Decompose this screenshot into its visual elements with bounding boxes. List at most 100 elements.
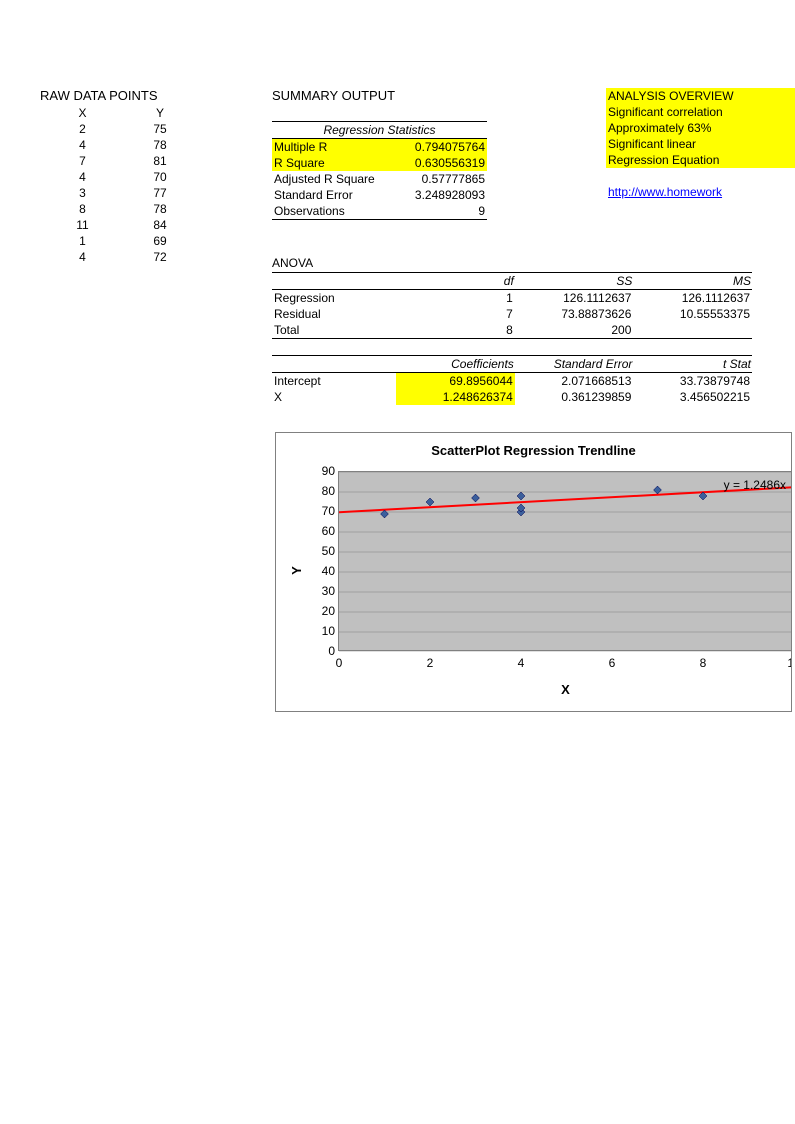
scatter-chart: ScatterPlot Regression Trendline Y X y =… [275, 432, 792, 712]
raw-y-cell: 84 [125, 217, 195, 233]
coef-cell: 1.248626374 [396, 389, 515, 405]
chart-title: ScatterPlot Regression Trendline [276, 443, 791, 458]
x-tick-label: 4 [511, 656, 531, 670]
anova-cell: 73.88873626 [515, 306, 634, 322]
chart-xlabel: X [338, 682, 792, 697]
anova-cell [633, 322, 752, 339]
table-row: 1184 [40, 217, 195, 233]
raw-y-cell: 77 [125, 185, 195, 201]
table-row: 169 [40, 233, 195, 249]
chart-equation: y = 1.2486x [724, 478, 786, 492]
coef-cell: 0.361239859 [515, 389, 634, 405]
table-row: Multiple R0.794075764 [272, 139, 487, 156]
anova-cell: 200 [515, 322, 634, 339]
coef-h1 [272, 356, 396, 373]
table-row: Total8200 [272, 322, 752, 339]
table-row: 275 [40, 121, 195, 137]
raw-data-section: RAW DATA POINTS X Y 27547878147037787811… [40, 88, 240, 265]
summary-title: SUMMARY OUTPUT [272, 88, 512, 103]
raw-x-cell: 8 [40, 201, 125, 217]
stats-value: 9 [382, 203, 487, 220]
anova-h1 [272, 273, 396, 290]
summary-section: SUMMARY OUTPUT Regression Statistics Mul… [272, 88, 512, 220]
raw-x-cell: 4 [40, 169, 125, 185]
coef-h3: Standard Error [515, 356, 634, 373]
y-tick-label: 70 [311, 504, 335, 518]
raw-data-table: X Y 2754787814703778781184169472 [40, 105, 195, 265]
stats-label: Standard Error [272, 187, 382, 203]
stats-label: Multiple R [272, 139, 382, 156]
coef-cell: X [272, 389, 396, 405]
anova-table: df SS MS Regression1126.1112637126.11126… [272, 272, 752, 339]
y-tick-label: 10 [311, 624, 335, 638]
y-tick-label: 50 [311, 544, 335, 558]
raw-x-cell: 11 [40, 217, 125, 233]
y-tick-label: 90 [311, 464, 335, 478]
coef-h4: t Stat [633, 356, 752, 373]
analysis-section: ANALYSIS OVERVIEWSignificant correlation… [606, 88, 795, 200]
raw-x-header: X [40, 105, 125, 121]
anova-title: ANOVA [272, 256, 757, 270]
x-tick-label: 0 [329, 656, 349, 670]
stats-header-row: Regression Statistics [272, 122, 487, 139]
x-tick-label: 2 [420, 656, 440, 670]
raw-y-cell: 75 [125, 121, 195, 137]
coef-cell: 33.73879748 [633, 373, 752, 390]
table-row: Regression1126.1112637126.1112637 [272, 290, 752, 307]
analysis-text: Regression Equation [606, 152, 795, 168]
raw-data-title: RAW DATA POINTS [40, 88, 240, 103]
raw-x-cell: 4 [40, 249, 125, 265]
anova-cell: Residual [272, 306, 396, 322]
chart-plot-area: y = 1.2486x01020304050607080900246810 [338, 471, 792, 651]
anova-cell: Total [272, 322, 396, 339]
raw-x-cell: 2 [40, 121, 125, 137]
anova-h3: SS [515, 273, 634, 290]
anova-cell: 126.1112637 [515, 290, 634, 307]
coef-header-row: Coefficients Standard Error t Stat [272, 356, 752, 373]
x-tick-label: 8 [693, 656, 713, 670]
y-tick-label: 30 [311, 584, 335, 598]
raw-x-cell: 4 [40, 137, 125, 153]
raw-y-cell: 70 [125, 169, 195, 185]
y-tick-label: 20 [311, 604, 335, 618]
anova-cell: Regression [272, 290, 396, 307]
table-row: Adjusted R Square0.57777865 [272, 171, 487, 187]
coef-cell: Intercept [272, 373, 396, 390]
anova-cell: 1 [396, 290, 515, 307]
anova-section: ANOVA df SS MS Regression1126.1112637126… [272, 256, 757, 405]
analysis-text: Significant linear [606, 136, 795, 152]
y-tick-label: 80 [311, 484, 335, 498]
stats-header: Regression Statistics [272, 122, 487, 139]
stats-label: R Square [272, 155, 382, 171]
table-row: 472 [40, 249, 195, 265]
raw-data-header-row: X Y [40, 105, 195, 121]
coef-h2: Coefficients [396, 356, 515, 373]
raw-y-cell: 78 [125, 137, 195, 153]
raw-y-cell: 72 [125, 249, 195, 265]
stats-label: Observations [272, 203, 382, 220]
table-row: 470 [40, 169, 195, 185]
raw-x-cell: 3 [40, 185, 125, 201]
table-row: 878 [40, 201, 195, 217]
raw-y-header: Y [125, 105, 195, 121]
x-tick-label: 10 [784, 656, 792, 670]
table-row: Standard Error3.248928093 [272, 187, 487, 203]
chart-ylabel: Y [289, 566, 304, 575]
table-row: 478 [40, 137, 195, 153]
anova-h4: MS [633, 273, 752, 290]
raw-x-cell: 7 [40, 153, 125, 169]
stats-value: 3.248928093 [382, 187, 487, 203]
analysis-text: Significant correlation [606, 104, 795, 120]
coefficients-table: Coefficients Standard Error t Stat Inter… [272, 355, 752, 405]
table-row: Observations9 [272, 203, 487, 220]
table-row: Intercept69.89560442.07166851333.7387974… [272, 373, 752, 390]
stats-value: 0.57777865 [382, 171, 487, 187]
table-row: R Square0.630556319 [272, 155, 487, 171]
x-tick-label: 6 [602, 656, 622, 670]
raw-y-cell: 69 [125, 233, 195, 249]
y-tick-label: 40 [311, 564, 335, 578]
coef-cell: 3.456502215 [633, 389, 752, 405]
reference-link[interactable]: http://www.homework [606, 184, 795, 200]
table-row: 781 [40, 153, 195, 169]
regression-stats-table: Regression Statistics Multiple R0.794075… [272, 121, 487, 220]
